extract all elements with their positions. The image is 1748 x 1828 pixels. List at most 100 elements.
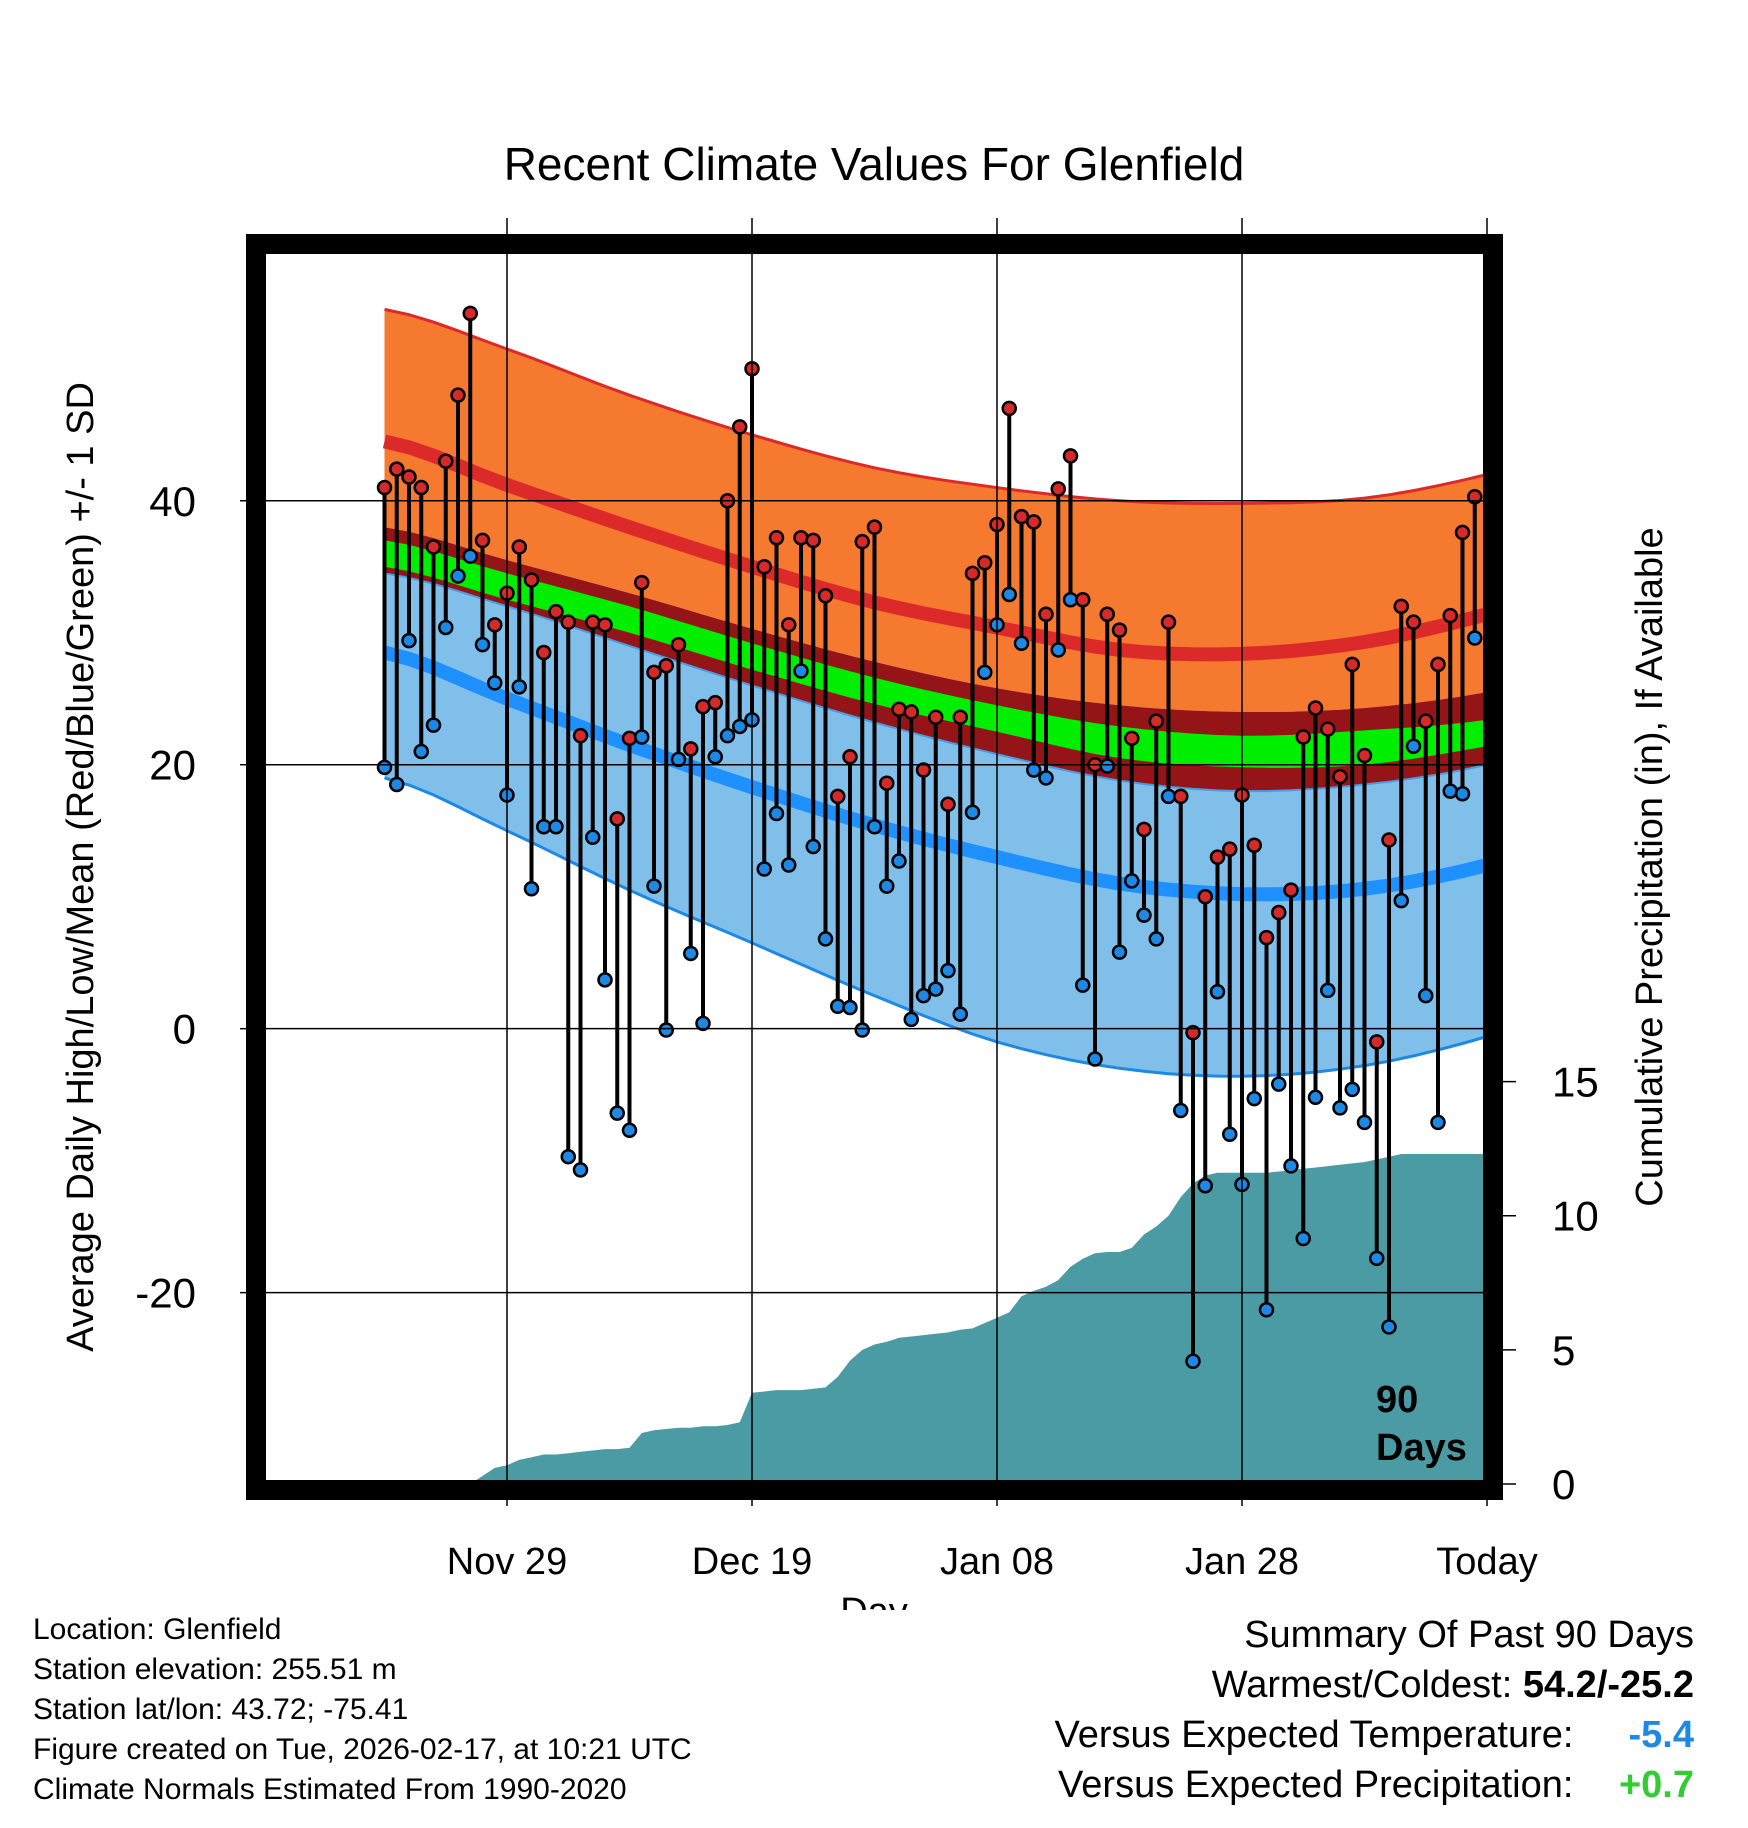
period-label-bottom: Days (1376, 1427, 1467, 1469)
daily-high-point (413, 479, 429, 496)
chart-title: Recent Climate Values For Glenfield (504, 138, 1245, 190)
daily-low-point (719, 727, 736, 744)
daily-high-point (1148, 713, 1164, 729)
daily-low-point (1283, 1158, 1299, 1174)
daily-high-point (487, 617, 503, 633)
daily-high-point (1197, 888, 1213, 905)
y2-tick-label: 10 (1552, 1193, 1599, 1240)
elevation-text: Station elevation: 255.51 m (33, 1653, 397, 1686)
daily-low-point (1099, 758, 1115, 774)
daily-high-point (781, 617, 797, 633)
daily-low-point (646, 878, 662, 894)
daily-low-point (1467, 630, 1483, 646)
daily-high-point (977, 555, 993, 571)
daily-high-point (805, 532, 821, 549)
daily-high-point (1038, 606, 1054, 623)
daily-high-point (842, 749, 858, 765)
daily-low-point (1369, 1250, 1385, 1267)
daily-high-point (1283, 882, 1299, 898)
daily-low-point (670, 751, 687, 768)
daily-low-point (438, 619, 454, 636)
y2-tick-label: 5 (1552, 1327, 1575, 1374)
daily-high-point (854, 533, 870, 550)
daily-high-point (732, 419, 748, 435)
daily-high-point (1075, 591, 1091, 608)
daily-low-point (1332, 1100, 1348, 1116)
daily-low-point (425, 717, 442, 733)
daily-high-point (621, 730, 638, 747)
daily-high-point (548, 603, 564, 620)
daily-high-point (609, 811, 625, 827)
daily-low-point (830, 998, 846, 1014)
daily-low-point (401, 632, 417, 649)
extremes-label: Warmest/Coldest: (1211, 1664, 1513, 1706)
daily-low-point (1050, 642, 1066, 658)
daily-low-point (842, 999, 858, 1016)
daily-low-point (1307, 1089, 1324, 1106)
daily-low-point (1209, 983, 1226, 1000)
daily-low-point (1381, 1319, 1397, 1335)
daily-high-point (817, 588, 834, 604)
daily-high-point (1418, 713, 1434, 729)
daily-low-point (1222, 1126, 1238, 1143)
daily-high-point (634, 574, 650, 591)
daily-low-point (1418, 987, 1434, 1004)
daily-low-point (389, 776, 405, 793)
summary-panel: Summary Of Past 90 Days Warmest/Coldest:… (1055, 1610, 1694, 1810)
daily-high-point (1381, 832, 1397, 848)
daily-low-point (1430, 1114, 1446, 1131)
daily-high-point (474, 532, 491, 549)
daily-high-point (1295, 729, 1311, 745)
y2-tick-label: 0 (1552, 1461, 1575, 1508)
daily-high-point (585, 614, 601, 630)
overlap-band (384, 527, 1487, 792)
daily-low-point (376, 759, 393, 776)
x-axis-title: Day (840, 1591, 908, 1610)
daily-high-point (1160, 614, 1177, 630)
daily-low-point (1087, 1051, 1103, 1067)
daily-low-point (487, 675, 503, 691)
daily-high-point (1271, 904, 1287, 921)
daily-high-point (425, 539, 442, 555)
daily-low-point (805, 838, 821, 855)
daily-low-point (756, 861, 772, 877)
normal-high-sd-band (384, 309, 1487, 712)
daily-high-point (964, 565, 981, 582)
daily-high-point (1307, 700, 1324, 716)
daily-high-point (401, 469, 417, 485)
daily-high-point (1356, 747, 1373, 764)
daily-low-point (891, 853, 907, 869)
daily-low-point (548, 818, 564, 835)
daily-low-point (511, 679, 527, 695)
daily-high-point (1405, 614, 1422, 630)
daily-low-point (474, 636, 491, 653)
daily-low-point (977, 664, 993, 681)
plot-frame (246, 234, 1503, 1500)
daily-high-point (793, 529, 809, 546)
daily-high-point (1332, 768, 1348, 785)
daily-high-point (756, 558, 772, 575)
daily-high-point (450, 387, 466, 403)
daily-low-point (462, 548, 478, 564)
daily-low-point (768, 805, 785, 822)
daily-high-point (707, 694, 723, 711)
daily-high-point (523, 572, 540, 588)
daily-high-point (866, 519, 883, 535)
daily-low-point (1136, 907, 1152, 923)
daily-high-point (1124, 730, 1140, 747)
daily-high-point (389, 461, 405, 477)
daily-low-point (879, 878, 895, 894)
daily-high-point (438, 453, 454, 469)
daily-high-point (511, 539, 527, 555)
daily-high-point (1258, 929, 1275, 946)
daily-high-point (1062, 448, 1079, 464)
daily-low-point (1026, 762, 1042, 778)
y2-axis-title: Cumulative Precipitation (in), If Availa… (1629, 527, 1671, 1206)
daily-low-point (793, 663, 809, 679)
daily-high-point (646, 664, 662, 681)
daily-low-point (695, 1015, 711, 1032)
daily-low-point (1075, 977, 1091, 993)
y-axis-title: Average Daily High/Low/Mean (Red/Blue/Gr… (60, 382, 102, 1352)
normals-text: Climate Normals Estimated From 1990-2020 (33, 1773, 627, 1806)
daily-low-point (1454, 786, 1471, 802)
